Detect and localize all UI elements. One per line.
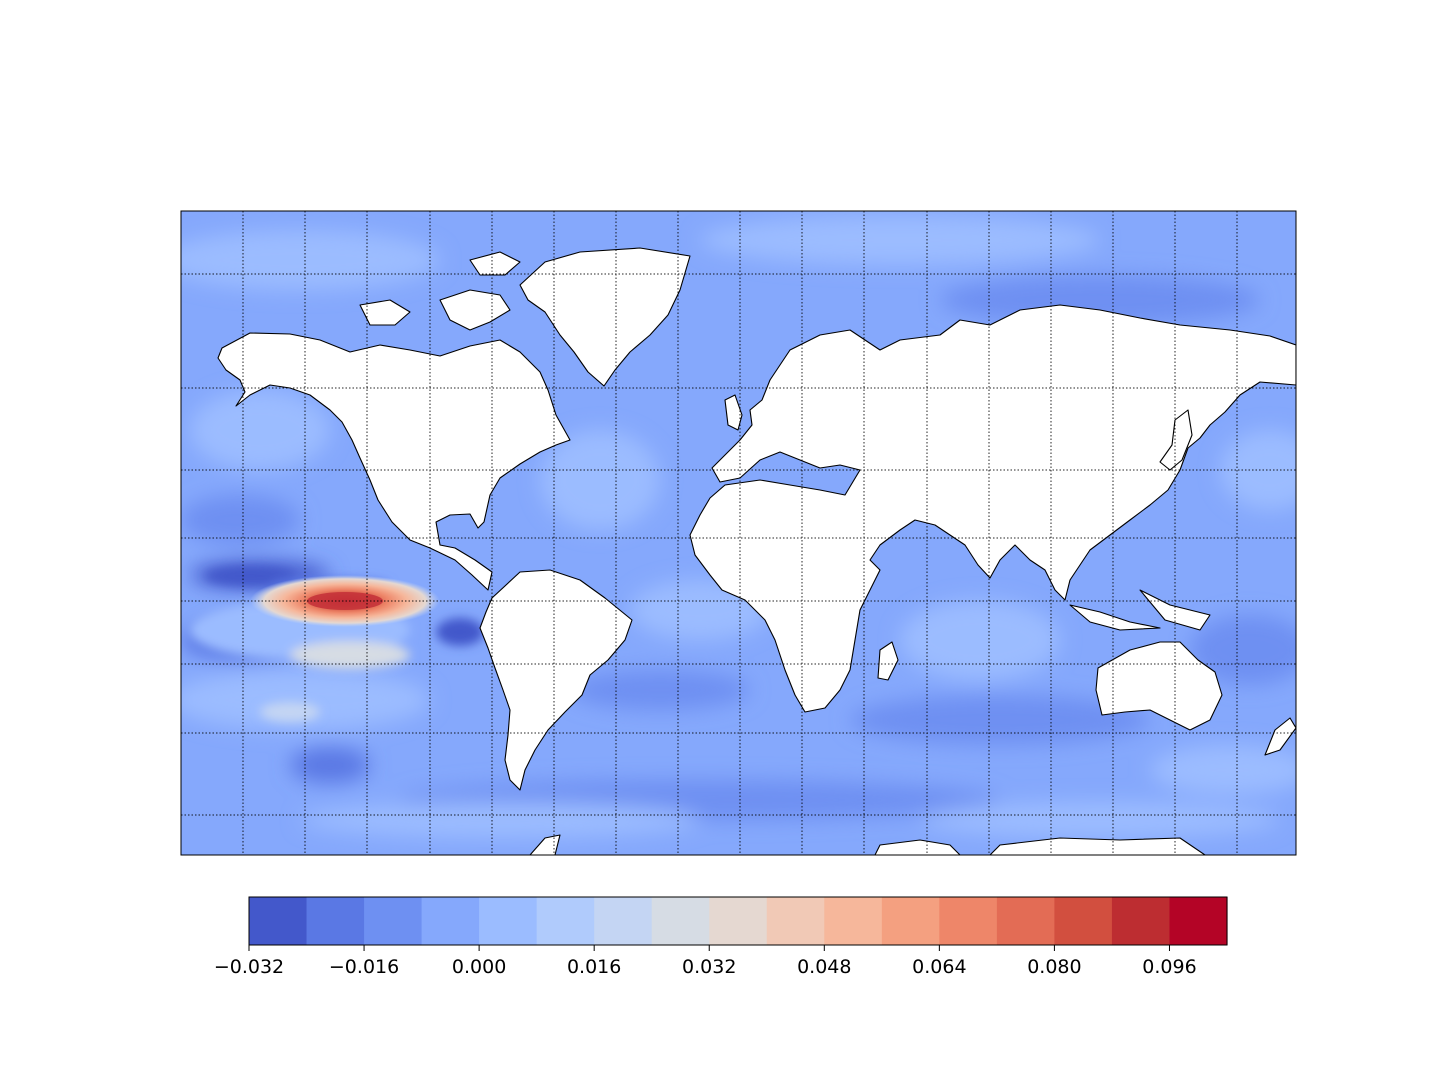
colorbar-tick-label: −0.016 <box>329 956 399 978</box>
colorbar-swatch <box>421 897 480 945</box>
graticule <box>181 211 1296 855</box>
japan <box>1159 409 1193 471</box>
antarctica <box>529 834 1206 855</box>
colorbar-tick-label: 0.080 <box>1027 956 1081 978</box>
colorbar-tick-label: 0.048 <box>797 956 851 978</box>
colorbar-swatch <box>824 897 883 945</box>
colorbar-swatch <box>881 897 940 945</box>
colorbar-swatch <box>709 897 768 945</box>
colorbar-swatch <box>479 897 538 945</box>
map-frame <box>180 210 1297 856</box>
new-zealand <box>1264 717 1296 756</box>
colorbar-swatch <box>651 897 710 945</box>
colorbar-frame <box>248 896 1228 946</box>
colorbar <box>248 896 1228 946</box>
colorbar-swatch <box>306 897 365 945</box>
colorbar-swatch <box>249 897 308 945</box>
colorbar-swatch <box>1054 897 1113 945</box>
eurasia-africa <box>689 304 1296 713</box>
greenland <box>519 247 691 387</box>
colorbar-tick-label: 0.032 <box>682 956 736 978</box>
indonesia <box>1069 589 1211 631</box>
colorbar-swatch <box>536 897 595 945</box>
colorbar-tick-label: 0.064 <box>912 956 966 978</box>
colorbar-swatch <box>766 897 825 945</box>
colorbar-ticks: −0.032 −0.016 0.000 0.016 0.032 0.048 0.064 0.0… <box>214 945 1197 978</box>
madagascar <box>877 641 899 681</box>
colorbar-tick-label: −0.032 <box>214 956 284 978</box>
colorbar-tick-label: 0.096 <box>1142 956 1196 978</box>
colorbar-tick-label: 0.016 <box>567 956 621 978</box>
south-america <box>479 569 633 791</box>
colorbar-tick-label: 0.000 <box>452 956 506 978</box>
arctic-islands <box>359 251 521 331</box>
colorbar-swatch <box>364 897 423 945</box>
colorbar-swatch <box>996 897 1056 945</box>
colorbar-swatch <box>594 897 653 945</box>
continents <box>217 247 1296 855</box>
colorbar-swatch <box>1169 897 1228 945</box>
colorbar-swatch <box>939 897 998 945</box>
colorbar-swatch <box>1111 897 1171 945</box>
north-america <box>217 332 571 591</box>
